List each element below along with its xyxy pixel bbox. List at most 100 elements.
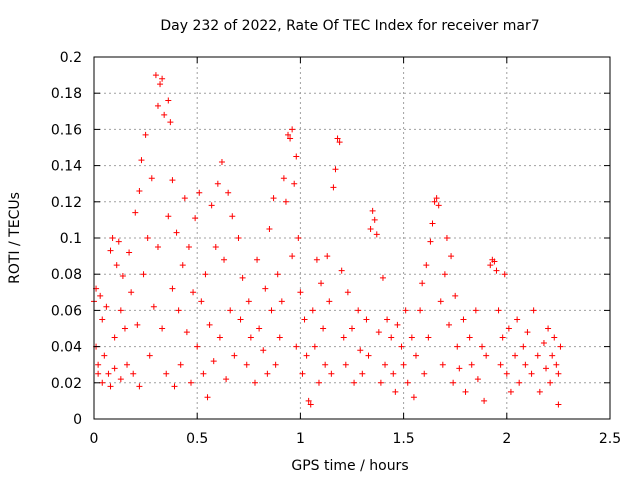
data-point (167, 119, 174, 126)
y-tick-label: 0.1 (60, 231, 82, 247)
data-point (332, 166, 339, 173)
data-point (551, 334, 558, 341)
data-point (262, 285, 269, 292)
data-point (243, 361, 250, 368)
data-point (404, 379, 411, 386)
data-point (251, 379, 258, 386)
data-point (188, 379, 195, 386)
data-point (97, 292, 104, 299)
data-point (136, 187, 143, 194)
data-point (408, 334, 415, 341)
x-axis-label: GPS time / hours (291, 458, 408, 474)
data-point (466, 334, 473, 341)
data-point (239, 274, 246, 281)
data-point (183, 329, 190, 336)
data-point (427, 238, 434, 245)
data-point (412, 352, 419, 359)
data-point (369, 207, 376, 214)
data-point (165, 213, 172, 220)
data-point (398, 343, 405, 350)
data-point (499, 334, 506, 341)
data-point (435, 202, 442, 209)
data-point (194, 343, 201, 350)
data-point (379, 274, 386, 281)
data-point (530, 307, 537, 314)
data-point (536, 388, 543, 395)
data-point (272, 361, 279, 368)
data-point (468, 361, 475, 368)
data-point (483, 352, 490, 359)
data-point (324, 253, 331, 260)
data-point (218, 158, 225, 165)
data-point (282, 198, 289, 205)
data-points (91, 72, 564, 408)
data-point (359, 370, 366, 377)
data-point (522, 361, 529, 368)
data-point (169, 177, 176, 184)
data-point (117, 376, 124, 383)
data-point (315, 379, 322, 386)
x-tick-label: 0 (90, 431, 99, 447)
data-point (555, 370, 562, 377)
data-point (171, 383, 178, 390)
data-point (514, 316, 521, 323)
data-point (528, 370, 535, 377)
data-point (419, 280, 426, 287)
y-tick-label: 0 (73, 412, 82, 428)
data-point (200, 370, 207, 377)
data-point (462, 388, 469, 395)
data-point (95, 370, 102, 377)
data-point (340, 334, 347, 341)
x-tick-label: 0.5 (186, 431, 208, 447)
data-point (150, 303, 157, 310)
data-point (456, 365, 463, 372)
data-point (487, 262, 494, 269)
data-point (179, 262, 186, 269)
data-point (138, 157, 145, 164)
data-point (148, 175, 155, 182)
data-point (355, 307, 362, 314)
data-point (431, 198, 438, 205)
data-point (421, 370, 428, 377)
data-point (231, 352, 238, 359)
y-tick-label: 0.02 (51, 376, 82, 392)
data-point (392, 388, 399, 395)
data-point (318, 280, 325, 287)
data-point (545, 325, 552, 332)
data-point (214, 180, 221, 187)
data-point (303, 352, 310, 359)
data-point (130, 370, 137, 377)
data-point (493, 267, 500, 274)
data-point (328, 370, 335, 377)
data-point (305, 397, 312, 404)
data-point (326, 298, 333, 305)
y-tick-label: 0.18 (51, 86, 82, 102)
data-point (446, 321, 453, 328)
data-point (297, 289, 304, 296)
data-point (142, 131, 149, 138)
data-point (293, 343, 300, 350)
data-point (338, 267, 345, 274)
data-point (274, 271, 281, 278)
data-point (146, 352, 153, 359)
data-point (161, 111, 168, 118)
data-point (313, 256, 320, 263)
data-point (334, 135, 341, 142)
data-point (322, 361, 329, 368)
data-point (371, 216, 378, 223)
data-point (507, 388, 514, 395)
data-point (276, 334, 283, 341)
y-tick-label: 0.04 (51, 340, 82, 356)
data-point (208, 202, 215, 209)
y-tick-label: 0.16 (51, 122, 82, 138)
data-point (351, 379, 358, 386)
grid (94, 57, 610, 419)
data-point (505, 325, 512, 332)
data-point (336, 139, 343, 146)
data-point (534, 352, 541, 359)
data-point (113, 262, 120, 269)
y-tick-label: 0.08 (51, 267, 82, 283)
data-point (206, 321, 213, 328)
data-point (553, 361, 560, 368)
data-point (254, 256, 261, 263)
